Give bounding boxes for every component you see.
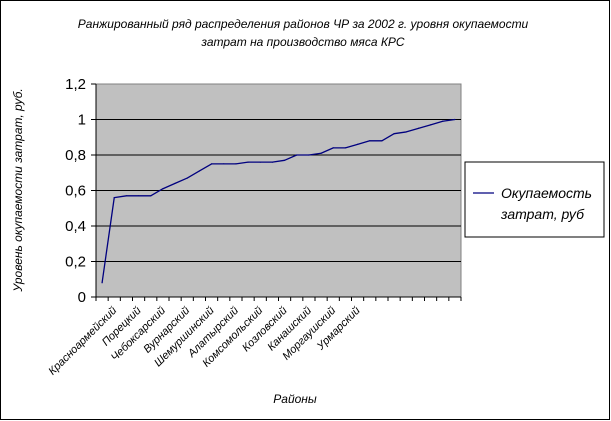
data-point xyxy=(308,154,310,156)
data-point xyxy=(271,161,274,163)
data-point xyxy=(247,161,249,163)
data-point xyxy=(125,195,128,197)
y-tick-label: 1 xyxy=(78,112,86,129)
data-point xyxy=(101,282,103,284)
y-tick-label: 0 xyxy=(78,289,86,306)
data-point xyxy=(150,195,152,197)
x-axis-title: Районы xyxy=(273,392,317,406)
data-point xyxy=(405,131,407,133)
series-line xyxy=(101,118,456,283)
data-point xyxy=(429,124,432,126)
data-point xyxy=(332,147,334,149)
data-point xyxy=(369,140,371,142)
y-tick-label: 0,2 xyxy=(65,254,86,271)
data-point xyxy=(417,127,420,129)
data-point xyxy=(198,170,201,172)
data-point xyxy=(393,133,395,135)
data-point xyxy=(356,143,359,145)
data-point xyxy=(259,161,261,163)
legend-label-line-1: Окупаемость xyxy=(501,185,592,201)
y-tick-label: 0,4 xyxy=(65,218,86,235)
y-tick-label: 1,2 xyxy=(65,76,86,93)
data-point xyxy=(344,147,347,149)
y-tick-label: 0,8 xyxy=(65,147,86,164)
legend-label-line-2: затрат, руб xyxy=(500,206,585,222)
data-point xyxy=(186,177,188,179)
data-point xyxy=(296,154,298,156)
data-point xyxy=(381,140,383,142)
data-point xyxy=(454,118,456,121)
data-point xyxy=(320,152,322,154)
legend-box xyxy=(464,161,605,238)
series-layer xyxy=(101,118,456,284)
data-point xyxy=(174,182,176,184)
chart-title-line-2: затрат на производство мяса КРС xyxy=(200,35,405,49)
data-point xyxy=(235,163,237,165)
data-point xyxy=(162,188,164,190)
y-axis-title: Уровень окупаемости затрат, руб. xyxy=(11,88,25,292)
legend: Окупаемость затрат, руб xyxy=(464,161,605,238)
chart-title-line-1: Ранжированный ряд распределения районов … xyxy=(78,17,529,31)
data-point xyxy=(137,195,140,197)
data-point xyxy=(283,159,286,161)
data-point xyxy=(223,163,225,165)
data-point xyxy=(210,163,213,165)
data-point xyxy=(442,120,444,122)
y-tick-label: 0,6 xyxy=(65,183,86,200)
data-point xyxy=(113,197,115,199)
y-axis-ticks: 0 0,2 0,4 0,6 0,8 1 1,2 xyxy=(65,76,96,306)
